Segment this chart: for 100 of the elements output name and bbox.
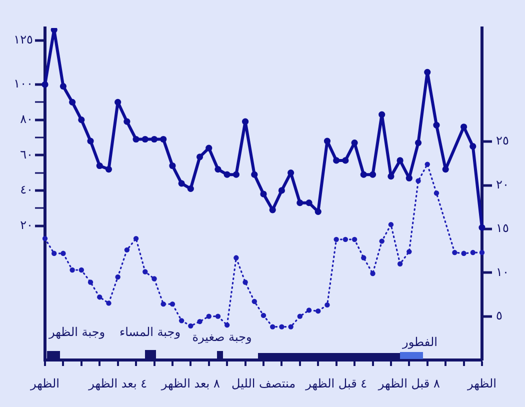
point (224, 322, 230, 328)
y2-tick-label: ٢٠ (496, 177, 509, 192)
point (433, 122, 440, 128)
point (105, 166, 112, 173)
x-tick-label: ٤ بعد الظهر (88, 376, 148, 390)
point (124, 247, 130, 253)
point (370, 270, 376, 276)
point (42, 236, 48, 242)
point (333, 157, 340, 164)
point (351, 139, 358, 146)
point (479, 250, 485, 256)
y-tick-label: ١٢٥ (14, 32, 33, 46)
point (252, 298, 257, 304)
x-tick-label: ٨ بعد الظهر (160, 376, 220, 390)
point (242, 280, 248, 285)
point (470, 143, 476, 150)
point (306, 200, 312, 206)
point (260, 312, 266, 318)
point (50, 28, 58, 34)
point (150, 136, 158, 143)
point (88, 280, 94, 285)
y2-tick-label: ٥ (496, 308, 502, 322)
annotation: وجبة المساء (119, 325, 181, 340)
point (260, 190, 267, 198)
y-tick-label: ٢٠ (20, 218, 33, 232)
x-tick-label: منتصف الليل (232, 376, 296, 390)
point (278, 187, 286, 194)
point (334, 236, 339, 242)
point (106, 300, 112, 306)
point (279, 324, 284, 330)
y2-tick-label: ١٥ (496, 221, 509, 236)
point (406, 174, 412, 182)
point (152, 276, 157, 282)
annotation: الفطور (402, 335, 438, 350)
annotation: وجبة صغيرة (192, 330, 252, 344)
point (132, 136, 140, 143)
point (124, 118, 130, 125)
point (388, 173, 394, 180)
point (114, 98, 122, 106)
point (397, 261, 403, 266)
point (251, 171, 258, 178)
point (378, 111, 386, 118)
point (424, 162, 430, 167)
point (178, 318, 184, 324)
point (78, 267, 84, 273)
point (160, 136, 167, 143)
point (352, 236, 358, 242)
point (396, 157, 404, 164)
point (234, 255, 239, 260)
annotation: وجبة الظهر (48, 325, 106, 340)
point (361, 255, 366, 260)
y-tick-label: ٤٠ (20, 182, 33, 197)
point (96, 162, 103, 170)
point (296, 200, 304, 206)
point (442, 166, 449, 173)
y-tick-label: ١٠٠ (14, 76, 33, 91)
point (52, 250, 57, 256)
point (242, 118, 249, 125)
point (87, 138, 94, 144)
point (314, 208, 322, 215)
point (342, 157, 349, 164)
point (360, 171, 367, 178)
point (142, 269, 148, 274)
point (188, 323, 194, 329)
point (478, 224, 486, 231)
point (232, 171, 240, 178)
point (142, 136, 148, 143)
point (406, 249, 412, 254)
point (69, 98, 76, 106)
x-tick-label: الظهر (466, 376, 496, 390)
point (324, 138, 331, 144)
point (306, 308, 312, 313)
point (369, 171, 376, 178)
point (78, 116, 85, 124)
point (342, 236, 348, 242)
point (270, 324, 276, 330)
point (60, 82, 67, 90)
point (206, 144, 212, 152)
point (187, 185, 194, 192)
point (115, 274, 120, 280)
point (97, 294, 102, 300)
point (224, 171, 230, 178)
point (214, 166, 222, 173)
point (288, 170, 294, 176)
y-tick-label: ٨٠ (20, 112, 33, 126)
point (42, 81, 48, 88)
point (60, 250, 66, 256)
y-tick-label: ٦٠ (20, 147, 33, 162)
point (470, 250, 476, 256)
point (460, 124, 468, 130)
point (288, 324, 294, 330)
point (461, 250, 466, 256)
point (316, 308, 321, 314)
x-tick-label: الظهر (30, 376, 60, 390)
point (424, 68, 431, 76)
point (133, 236, 139, 242)
point (324, 302, 330, 308)
x-tick-label: ٤ قبل الظهر (304, 376, 368, 390)
point (414, 139, 422, 146)
point (160, 301, 166, 307)
